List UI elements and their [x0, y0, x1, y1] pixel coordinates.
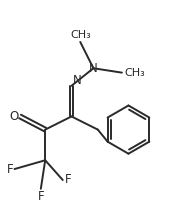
Text: CH₃: CH₃	[70, 30, 91, 40]
Text: F: F	[64, 173, 71, 187]
Text: CH₃: CH₃	[124, 68, 145, 78]
Text: N: N	[89, 62, 98, 75]
Text: F: F	[7, 162, 13, 176]
Text: N: N	[73, 74, 82, 87]
Text: O: O	[10, 110, 19, 123]
Text: F: F	[37, 190, 44, 203]
